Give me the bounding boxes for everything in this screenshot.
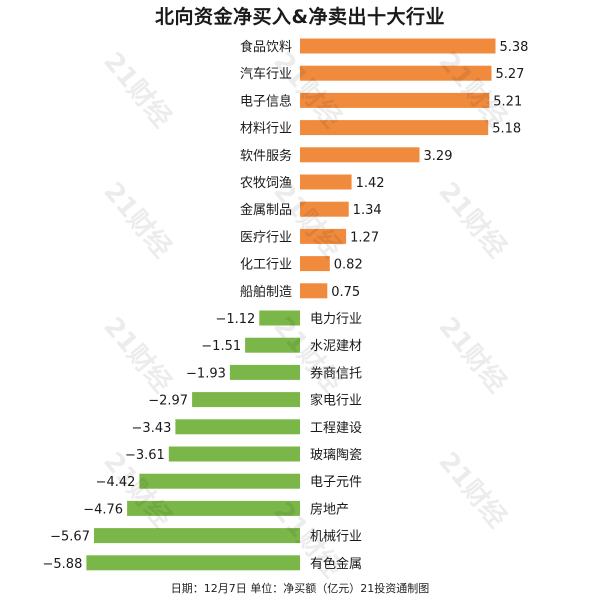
category-label-16: 电子元件	[310, 475, 362, 490]
category-label-0: 食品饮料	[240, 39, 292, 55]
category-label-15: 玻璃陶瓷	[310, 447, 362, 463]
bar-1	[300, 65, 492, 81]
bar-4	[300, 147, 420, 163]
category-label-5: 农牧饲渔	[240, 176, 292, 191]
bar-2	[300, 92, 490, 108]
chart-footer: 日期：12月7日 单位：净买额（亿元）21投资通制图	[170, 582, 430, 595]
value-label-7: 1.27	[350, 230, 379, 245]
bar-6	[300, 201, 349, 217]
category-label-4: 软件服务	[240, 148, 292, 164]
bar-17	[127, 500, 300, 516]
bar-19	[86, 555, 301, 571]
value-label-11: −1.51	[201, 339, 241, 354]
bar-8	[300, 256, 330, 272]
bar-11	[245, 337, 300, 353]
category-label-12: 券商信托	[310, 365, 362, 381]
value-label-4: 3.29	[424, 149, 453, 164]
value-label-0: 5.38	[499, 40, 528, 55]
value-label-8: 0.82	[334, 258, 363, 273]
category-label-18: 机械行业	[310, 530, 362, 545]
value-label-6: 1.34	[353, 203, 382, 218]
category-label-13: 家电行业	[310, 393, 362, 409]
bar-7	[300, 228, 347, 244]
category-label-2: 电子信息	[240, 93, 292, 109]
bar-chart: 食品饮料 5.38 汽车行业 5.27 电子信息 5.21 材料行业 5.18 软件服务 3.29…	[43, 38, 528, 572]
bar-9	[300, 283, 328, 299]
value-label-17: −4.76	[83, 502, 123, 517]
category-label-6: 金属制品	[240, 202, 292, 218]
chart-title: 北向资金净买入&净卖出十大行业	[154, 6, 446, 28]
bar-10	[259, 310, 300, 326]
category-label-8: 化工行业	[240, 258, 292, 273]
category-label-7: 医疗行业	[240, 230, 292, 245]
category-label-9: 船舶制造	[240, 284, 292, 300]
category-label-11: 水泥建材	[310, 339, 362, 354]
category-label-1: 汽车行业	[240, 66, 292, 82]
category-label-19: 有色金属	[310, 556, 362, 572]
bar-14	[175, 419, 300, 435]
value-label-15: −3.61	[125, 448, 165, 463]
category-label-14: 工程建设	[310, 421, 362, 436]
value-label-5: 1.42	[356, 176, 385, 191]
value-label-14: −3.43	[132, 421, 172, 436]
bar-0	[300, 38, 496, 54]
bar-16	[139, 473, 300, 489]
value-label-2: 5.21	[493, 94, 522, 109]
value-label-10: −1.12	[215, 312, 255, 327]
bar-12	[229, 364, 300, 380]
value-label-3: 5.18	[492, 122, 521, 137]
category-label-3: 材料行业	[240, 122, 292, 137]
bar-18	[94, 528, 300, 544]
value-label-18: −5.67	[50, 530, 90, 545]
value-label-1: 5.27	[495, 67, 524, 82]
value-label-9: 0.75	[331, 285, 360, 300]
bar-5	[300, 174, 352, 190]
bar-3	[300, 120, 489, 136]
value-label-12: −1.93	[186, 366, 226, 381]
bar-15	[168, 446, 300, 462]
bar-13	[192, 392, 300, 408]
value-label-13: −2.97	[148, 394, 188, 409]
value-label-19: −5.88	[43, 557, 83, 572]
category-label-17: 房地产	[310, 501, 349, 517]
value-label-16: −4.42	[96, 475, 136, 490]
category-label-10: 电力行业	[310, 312, 362, 327]
